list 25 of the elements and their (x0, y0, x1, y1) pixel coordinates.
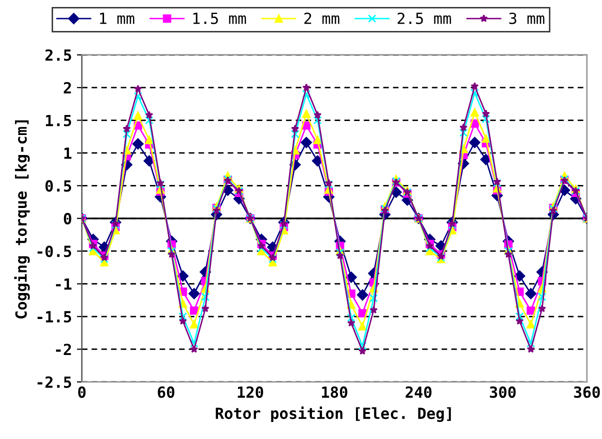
x-tick-label: 120 (238, 386, 264, 398)
y-tick-label: 0 (64, 212, 72, 224)
x-tick-label: 0 (78, 386, 86, 398)
legend-label: 1 mm (100, 12, 134, 24)
y-tick-label: 2.5 (45, 49, 72, 61)
y-tick-label: -2 (56, 344, 71, 356)
y-tick-label: -1.5 (38, 311, 72, 323)
x-tick-label: 60 (158, 386, 174, 398)
y-tick-label: -2.5 (38, 376, 72, 388)
y-tick-label: 1.5 (46, 114, 72, 126)
legend-label: 2 mm (304, 12, 340, 24)
y-tick-label: 2 (64, 82, 71, 94)
x-tick-label: 360 (574, 386, 600, 398)
y-tick-label: 1 (64, 148, 72, 159)
y-axis-title: Cogging torque [kg-cm] (14, 120, 30, 318)
x-tick-label: 300 (490, 386, 516, 398)
legend-label: 3 mm (509, 12, 544, 24)
y-tick-label: -0.5 (38, 246, 72, 258)
x-tick-label: 180 (322, 386, 348, 398)
legend-label: 1.5 mm (193, 12, 246, 24)
x-tick-label: 240 (406, 386, 432, 398)
x-axis-title: Rotor position [Elec. Deg] (216, 406, 451, 422)
y-tick-label: 0.5 (45, 180, 72, 192)
legend-label: 2.5 mm (398, 12, 452, 24)
y-tick-label: -1 (56, 278, 72, 290)
